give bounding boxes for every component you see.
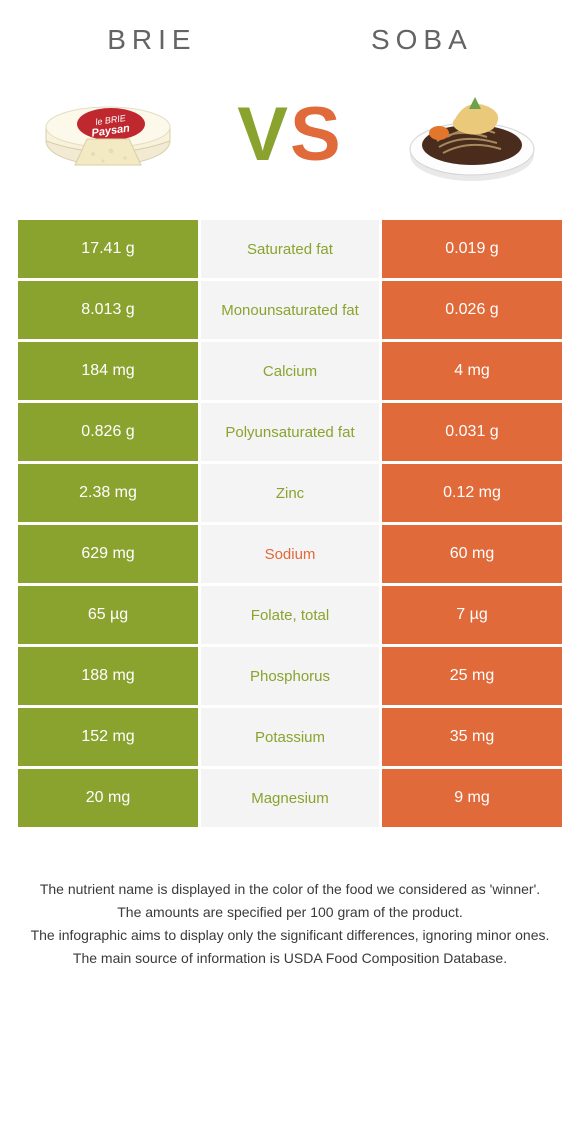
left-value-cell: 8.013 g	[18, 281, 198, 339]
soba-image	[392, 74, 552, 194]
table-row: 20 mgMagnesium9 mg	[18, 769, 562, 827]
table-row: 0.826 gPolyunsaturated fat0.031 g	[18, 403, 562, 461]
nutrient-label-cell: Folate, total	[201, 586, 379, 644]
vs-label: VS	[237, 91, 342, 178]
left-value-cell: 65 µg	[18, 586, 198, 644]
right-food-title: Soba	[371, 24, 473, 56]
nutrient-label-cell: Zinc	[201, 464, 379, 522]
table-row: 2.38 mgZinc0.12 mg	[18, 464, 562, 522]
nutrient-label-cell: Monounsaturated fat	[201, 281, 379, 339]
table-row: 65 µgFolate, total7 µg	[18, 586, 562, 644]
table-row: 8.013 gMonounsaturated fat0.026 g	[18, 281, 562, 339]
left-value-cell: 152 mg	[18, 708, 198, 766]
right-value-cell: 0.019 g	[382, 220, 562, 278]
right-value-cell: 7 µg	[382, 586, 562, 644]
brie-icon: le BRIE Paysan	[33, 79, 183, 189]
right-value-cell: 60 mg	[382, 525, 562, 583]
nutrient-label-cell: Calcium	[201, 342, 379, 400]
table-row: 629 mgSodium60 mg	[18, 525, 562, 583]
right-value-cell: 4 mg	[382, 342, 562, 400]
table-row: 184 mgCalcium4 mg	[18, 342, 562, 400]
right-value-cell: 9 mg	[382, 769, 562, 827]
footer-line: The nutrient name is displayed in the co…	[26, 879, 554, 900]
nutrient-label-cell: Sodium	[201, 525, 379, 583]
right-value-cell: 0.031 g	[382, 403, 562, 461]
right-value-cell: 35 mg	[382, 708, 562, 766]
left-value-cell: 629 mg	[18, 525, 198, 583]
footer-line: The main source of information is USDA F…	[26, 948, 554, 969]
table-row: 188 mgPhosphorus25 mg	[18, 647, 562, 705]
right-value-cell: 0.026 g	[382, 281, 562, 339]
left-value-cell: 188 mg	[18, 647, 198, 705]
header: Brie Soba	[0, 0, 580, 74]
left-value-cell: 17.41 g	[18, 220, 198, 278]
vs-v: V	[237, 92, 290, 177]
left-value-cell: 20 mg	[18, 769, 198, 827]
nutrient-label-cell: Magnesium	[201, 769, 379, 827]
table-row: 17.41 gSaturated fat0.019 g	[18, 220, 562, 278]
nutrient-label-cell: Potassium	[201, 708, 379, 766]
left-value-cell: 2.38 mg	[18, 464, 198, 522]
left-value-cell: 184 mg	[18, 342, 198, 400]
footer-line: The infographic aims to display only the…	[26, 925, 554, 946]
footnotes: The nutrient name is displayed in the co…	[0, 827, 580, 991]
nutrient-label-cell: Polyunsaturated fat	[201, 403, 379, 461]
left-food-title: Brie	[107, 24, 196, 56]
left-value-cell: 0.826 g	[18, 403, 198, 461]
images-row: le BRIE Paysan VS	[0, 74, 580, 220]
brie-image: le BRIE Paysan	[28, 74, 188, 194]
table-row: 152 mgPotassium35 mg	[18, 708, 562, 766]
nutrient-label-cell: Phosphorus	[201, 647, 379, 705]
comparison-table: 17.41 gSaturated fat0.019 g8.013 gMonoun…	[18, 220, 562, 827]
right-value-cell: 0.12 mg	[382, 464, 562, 522]
nutrient-label-cell: Saturated fat	[201, 220, 379, 278]
right-value-cell: 25 mg	[382, 647, 562, 705]
soba-icon	[397, 79, 547, 189]
vs-s: S	[290, 92, 343, 177]
footer-line: The amounts are specified per 100 gram o…	[26, 902, 554, 923]
